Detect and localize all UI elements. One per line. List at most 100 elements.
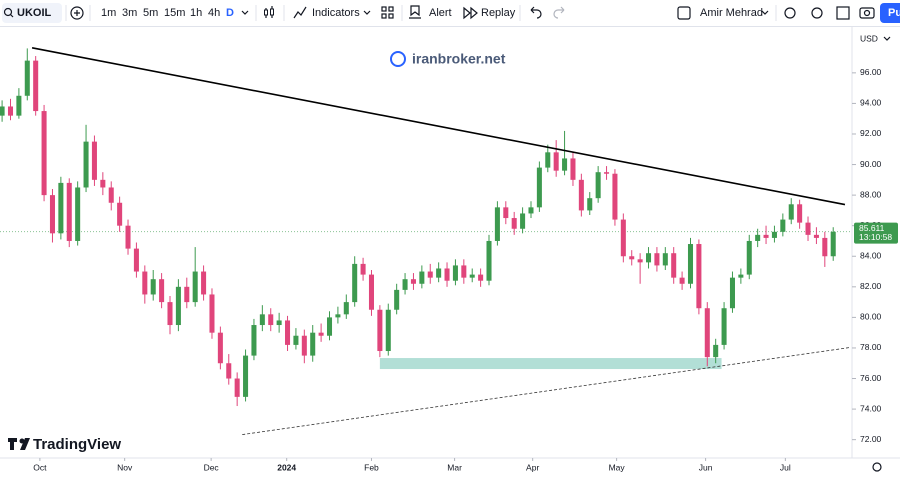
- candle-body: [662, 253, 668, 266]
- candle-body: [209, 294, 215, 333]
- candle-body: [402, 279, 408, 290]
- y-tick-label: 80.00: [860, 312, 882, 322]
- symbol-box[interactable]: [2, 3, 62, 23]
- indicators-button[interactable]: Indicators: [312, 7, 360, 19]
- candle-body: [159, 279, 165, 303]
- candle-body: [234, 378, 240, 397]
- compare-icon[interactable]: [70, 6, 84, 20]
- candle-body: [562, 158, 568, 171]
- last-price-label: 85.611: [859, 223, 885, 233]
- indicators-menu[interactable]: [363, 10, 371, 15]
- layout-checkbox[interactable]: [677, 6, 691, 20]
- brand-text: TradingView: [33, 436, 121, 453]
- candle-body: [444, 268, 450, 281]
- currency-menu[interactable]: [883, 36, 891, 41]
- alert-button[interactable]: Alert: [429, 7, 452, 19]
- candle-body: [461, 265, 467, 278]
- y-tick-label: 82.00: [860, 281, 882, 291]
- interval-button[interactable]: 1h: [190, 7, 202, 19]
- x-tick-label: 2024: [277, 462, 296, 472]
- fullscreen-icon[interactable]: [836, 6, 850, 20]
- candle-body: [0, 106, 5, 116]
- candle-body: [201, 271, 207, 295]
- candle-body: [570, 158, 576, 180]
- candle-body: [310, 332, 316, 356]
- candle-body: [671, 253, 677, 278]
- interval-button[interactable]: D: [226, 7, 234, 19]
- layouts-cell: [388, 13, 394, 19]
- publish-label[interactable]: Pu: [888, 7, 900, 19]
- brand: TradingView: [8, 436, 121, 453]
- candle-body: [721, 308, 727, 345]
- watermark-text: iranbroker.net: [412, 51, 506, 67]
- y-tick-label: 76.00: [860, 373, 882, 383]
- candle-body: [536, 167, 542, 208]
- alert-icon[interactable]: [409, 5, 421, 19]
- candle-body: [293, 335, 299, 345]
- candle-body: [469, 274, 475, 278]
- indicators-icon[interactable]: [293, 6, 307, 19]
- snapshot-icon[interactable]: [859, 7, 875, 19]
- settings-toolbar-icon[interactable]: [811, 7, 823, 19]
- redo-icon[interactable]: [553, 6, 565, 19]
- brand-logo-dot: [19, 438, 25, 444]
- user-menu[interactable]: [761, 10, 769, 15]
- x-tick-label: Jul: [780, 462, 791, 472]
- y-tick-label: 88.00: [860, 189, 882, 199]
- candle-body: [486, 240, 492, 281]
- candle-body: [41, 111, 47, 196]
- candle-body: [33, 60, 39, 112]
- interval-menu[interactable]: [241, 10, 249, 15]
- watermark: iranbroker.net: [390, 51, 506, 67]
- interval-button[interactable]: 3m: [122, 7, 137, 19]
- candle-body: [7, 106, 14, 116]
- x-tick-label: Dec: [204, 462, 220, 472]
- candle-body: [528, 207, 534, 214]
- candle-body: [75, 187, 81, 241]
- x-tick-label: Feb: [364, 462, 379, 472]
- x-tick-label: May: [609, 462, 626, 472]
- candle-body: [326, 317, 333, 336]
- candle-body: [746, 240, 752, 275]
- currency-label[interactable]: USD: [860, 33, 878, 43]
- candle-body: [419, 271, 425, 284]
- candle-body: [343, 302, 349, 315]
- candle-body: [268, 314, 274, 326]
- candle-body: [276, 320, 282, 326]
- candle-body: [175, 286, 181, 326]
- candle-body: [301, 335, 307, 356]
- candle-body: [687, 244, 694, 284]
- candle-body: [251, 325, 257, 356]
- candle-body: [646, 253, 652, 263]
- candle-body: [822, 237, 828, 257]
- x-tick-label: Apr: [526, 462, 539, 472]
- symbol[interactable]: UKOIL: [17, 7, 52, 19]
- layouts-icon[interactable]: [381, 6, 394, 19]
- interval-button[interactable]: 15m: [164, 7, 185, 19]
- x-tick-label: Jun: [699, 462, 713, 472]
- replay-icon[interactable]: [463, 6, 478, 20]
- interval-button[interactable]: 1m: [101, 7, 116, 19]
- compare-plus: [74, 10, 80, 16]
- quick-search-icon[interactable]: [784, 7, 796, 19]
- candle-body: [679, 277, 685, 284]
- watermark-logo: [390, 51, 406, 67]
- candle-body: [587, 198, 593, 211]
- x-tick-label: Mar: [447, 462, 462, 472]
- undo-icon[interactable]: [530, 6, 542, 19]
- search-icon-handle: [10, 14, 14, 18]
- candle-body: [49, 195, 55, 234]
- publish-button[interactable]: [880, 3, 900, 23]
- y-tick-label: 72.00: [860, 434, 882, 444]
- candle-body: [704, 308, 710, 358]
- candle-body: [66, 182, 72, 241]
- candle-body: [738, 274, 744, 278]
- user-name[interactable]: Amir Mehrad: [700, 7, 763, 19]
- interval-button[interactable]: 5m: [143, 7, 158, 19]
- candle-body: [713, 344, 719, 358]
- interval-button[interactable]: 4h: [208, 7, 220, 19]
- candle-body: [184, 286, 190, 303]
- replay-button[interactable]: Replay: [481, 7, 516, 19]
- candle-body: [100, 179, 106, 188]
- settings-icon[interactable]: [872, 462, 882, 472]
